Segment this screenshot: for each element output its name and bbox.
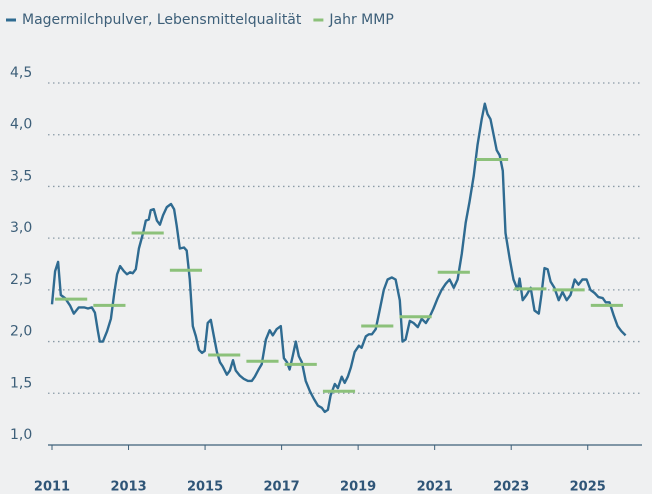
y-tick-label: 2,5: [10, 272, 32, 288]
y-tick-label: 3,0: [10, 220, 32, 236]
x-tick-label: 2019: [340, 480, 376, 494]
legend-label: Magermilchpulver, Lebensmittelqualität: [22, 12, 302, 28]
x-tick-label: 2025: [570, 480, 606, 494]
y-tick-label: 3,5: [10, 168, 32, 184]
data-line: [50, 102, 627, 414]
y-tick-label: 1,5: [10, 375, 32, 391]
legend-label: Jahr MMP: [328, 12, 393, 28]
x-tick-label: 2021: [417, 480, 453, 494]
x-tick-label: 2013: [110, 480, 146, 494]
x-tick-label: 2017: [264, 480, 300, 494]
y-tick-label: 4,5: [10, 65, 32, 81]
y-tick-label: 2,0: [10, 324, 32, 340]
x-tick-label: 2023: [493, 480, 529, 494]
y-tick-label: 1,0: [10, 427, 32, 443]
x-tick-label: 2015: [187, 480, 223, 494]
y-tick-label: 4,0: [10, 117, 32, 133]
x-tick-label: 2011: [34, 480, 70, 494]
